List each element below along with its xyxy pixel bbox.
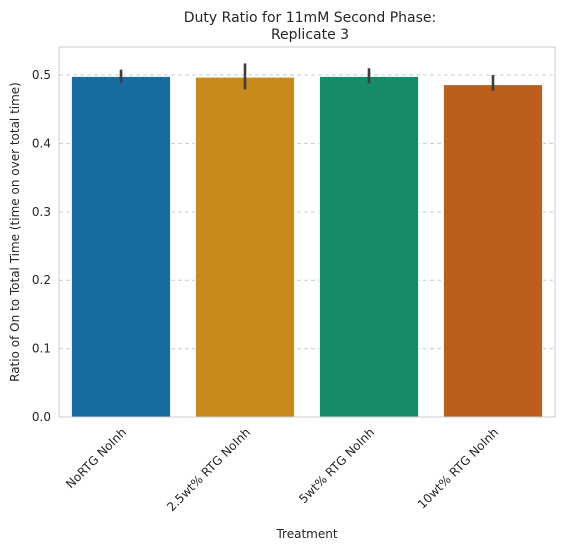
y-tick-label: 0.1 — [32, 342, 51, 356]
bar-1 — [194, 76, 296, 418]
y-tick-label: 0.4 — [32, 136, 51, 150]
x-tick-labels: NoRTG NoInh 2.5wt% RTG NoInh 5wt% RTG NoIn… — [63, 425, 501, 514]
x-tick-label: 10wt% RTG NoInh — [415, 425, 501, 511]
y-tick-label: 0.0 — [32, 410, 51, 424]
chart-title: Duty Ratio for 11mM Second Phase: — [184, 10, 436, 26]
x-axis-title: Treatment — [275, 527, 337, 541]
error-bars — [119, 63, 495, 91]
bars — [70, 75, 544, 418]
bar-0 — [70, 75, 172, 418]
x-tick-label: NoRTG NoInh — [63, 425, 129, 491]
x-tick-label: 5wt% RTG NoInh — [296, 425, 377, 506]
chart-subtitle: Replicate 3 — [271, 27, 349, 43]
y-tick-label: 0.3 — [32, 205, 51, 219]
bar-3 — [442, 84, 544, 418]
y-tick-label: 0.5 — [32, 68, 51, 82]
y-axis-title: Ratio of On to Total Time (time on over … — [8, 82, 22, 382]
y-tick-labels: 0.0 0.1 0.2 0.3 0.4 0.5 — [32, 68, 51, 424]
bar-2 — [318, 75, 420, 418]
x-tick-label: 2.5wt% RTG NoInh — [164, 425, 253, 514]
y-tick-label: 0.2 — [32, 273, 51, 287]
plot-frame — [58, 46, 556, 418]
